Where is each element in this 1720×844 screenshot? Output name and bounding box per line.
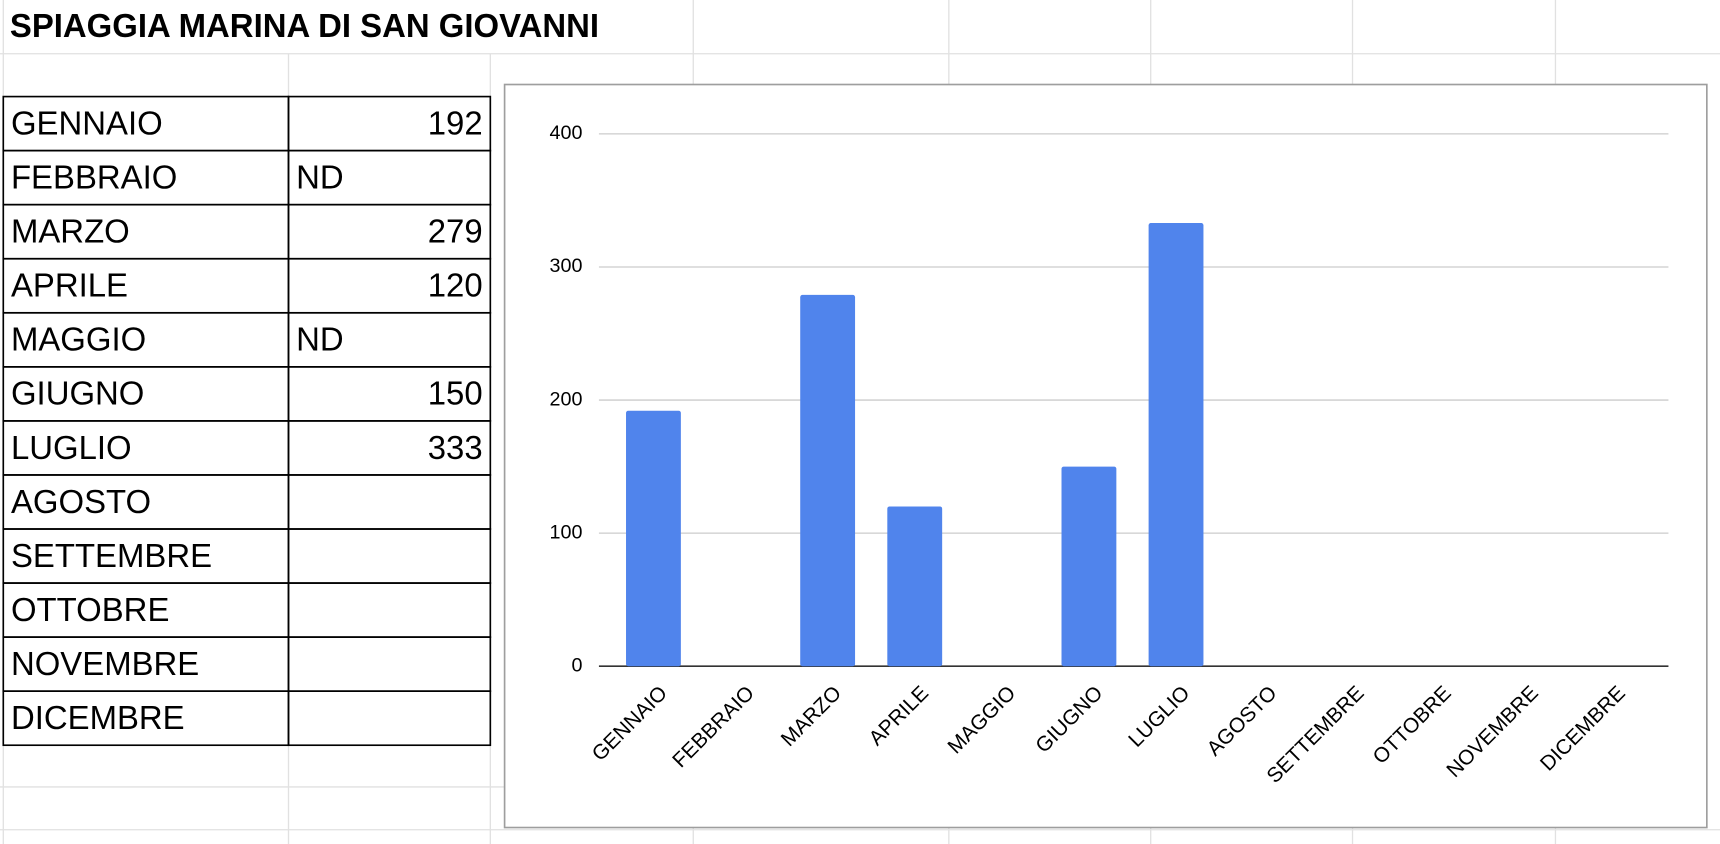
cell-value: ND [296, 159, 344, 196]
month-label: MARZO [11, 213, 130, 250]
y-tick-label: 0 [571, 654, 582, 676]
month-label: NOVEMBRE [11, 645, 199, 682]
table-cell [287, 582, 492, 638]
month-label: GIUGNO [11, 375, 144, 412]
bar [887, 506, 943, 667]
month-label: AGOSTO [11, 483, 151, 520]
month-label: FEBBRAIO [11, 159, 177, 196]
sheet-title: SPIAGGIA MARINA DI SAN GIOVANNI [10, 7, 599, 44]
y-tick-label: 400 [550, 122, 583, 144]
cell-value: ND [296, 321, 344, 358]
table-cell [287, 690, 492, 747]
bar [800, 294, 856, 667]
data-table: GENNAIO 192 FEBBRAIO ND MARZO 279 APRILE 120 MAG… [2, 95, 492, 747]
month-label: LUGLIO [11, 429, 132, 466]
y-tick-label: 200 [550, 388, 583, 410]
month-label: MAGGIO [11, 321, 146, 358]
table-cell [287, 528, 492, 584]
cell-value: 150 [428, 375, 483, 412]
month-label: SETTEMBRE [11, 537, 212, 574]
cell-value: 279 [428, 213, 483, 250]
month-label: APRILE [11, 267, 128, 304]
cell-value: 192 [428, 104, 483, 141]
cell-value: 333 [428, 429, 483, 466]
month-label: OTTOBRE [11, 591, 169, 628]
bar [1148, 223, 1204, 667]
table-cell [287, 636, 492, 692]
y-tick-label: 300 [550, 255, 583, 277]
month-label: DICEMBRE [11, 699, 185, 736]
cell-value: 120 [428, 267, 483, 304]
month-label: GENNAIO [11, 104, 163, 141]
y-tick-label: 100 [550, 521, 583, 543]
bar [626, 410, 681, 667]
chart-frame [503, 83, 1708, 829]
bar [1061, 466, 1117, 667]
table-cell [287, 474, 492, 530]
